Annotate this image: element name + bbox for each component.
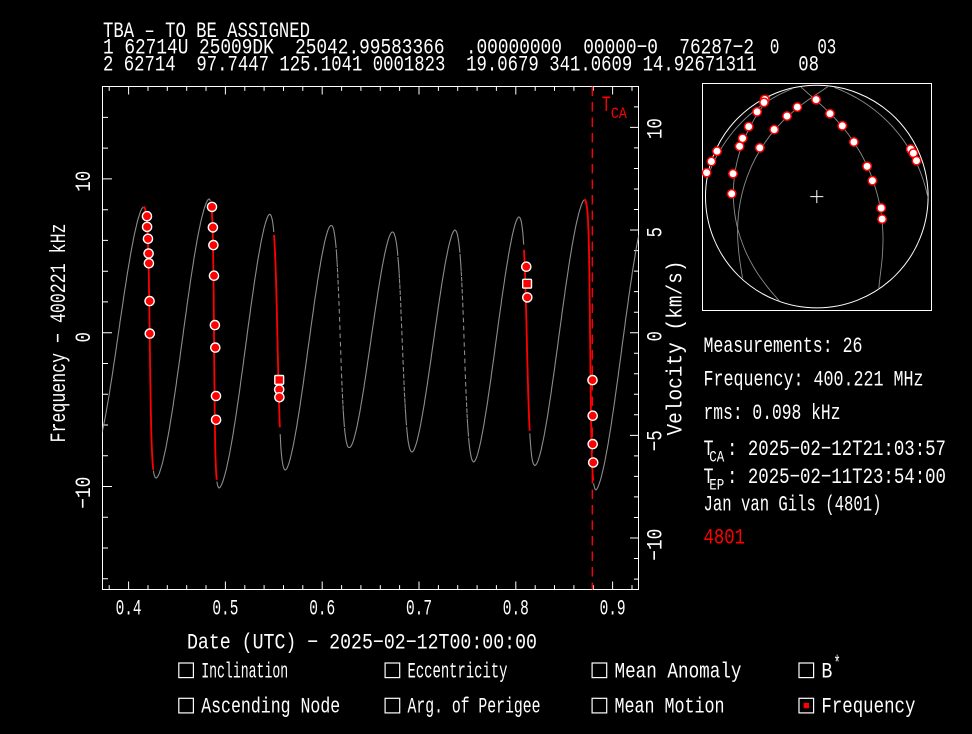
svg-text:0 03: 0 03: [770, 35, 836, 61]
svg-text:Inclination: Inclination: [201, 659, 288, 685]
svg-text:Arg. of Perigee: Arg. of Perigee: [408, 694, 541, 720]
svg-text:0: 0: [643, 331, 669, 342]
svg-text:T: T: [602, 92, 611, 118]
svg-text:: 2025−02−12T21:03:57: : 2025−02−12T21:03:57: [727, 436, 946, 462]
svg-text:CA: CA: [709, 449, 724, 467]
svg-text:: 2025−02−11T23:54:00: : 2025−02−11T23:54:00: [727, 464, 946, 490]
svg-text:5: 5: [643, 227, 669, 238]
svg-text:0.6: 0.6: [309, 596, 335, 622]
svg-text:Frequency: 400.221 MHz: Frequency: 400.221 MHz: [704, 367, 924, 393]
svg-text:rms: 0.098 kHz: rms: 0.098 kHz: [704, 400, 841, 426]
svg-text:0.9: 0.9: [600, 596, 626, 622]
svg-text:Mean Anomaly: Mean Anomaly: [615, 659, 742, 685]
svg-text:4801: 4801: [704, 525, 745, 551]
svg-text:1 62714U 25009DK 25042.995833: 1 62714U 25009DK 25042.99583366 .0000000…: [103, 35, 754, 61]
svg-text:0.7: 0.7: [406, 596, 432, 622]
svg-text:Frequency: Frequency: [821, 694, 915, 720]
svg-text:2 62714 97.7447 125.1041 0001: 2 62714 97.7447 125.1041 0001823 19.0679…: [103, 52, 819, 78]
svg-text:−5: −5: [643, 430, 669, 451]
svg-text:0.4: 0.4: [116, 596, 142, 622]
svg-text:0.8: 0.8: [503, 596, 529, 622]
svg-text:Frequency − 400221 kHz: Frequency − 400221 kHz: [46, 224, 72, 443]
svg-text:EP: EP: [709, 477, 724, 495]
svg-text:TBA – TO BE ASSIGNED: TBA – TO BE ASSIGNED: [103, 18, 310, 44]
svg-text:B: B: [821, 659, 832, 685]
svg-text:10: 10: [71, 171, 97, 192]
svg-text:Ascending Node: Ascending Node: [201, 694, 340, 720]
svg-text:Velocity (km/s): Velocity (km/s): [663, 261, 689, 436]
svg-text:Date (UTC) − 2025−02−12T00:00:: Date (UTC) − 2025−02−12T00:00:00: [187, 630, 537, 656]
svg-text:10: 10: [643, 118, 669, 139]
svg-text:0.5: 0.5: [212, 596, 238, 622]
svg-text:T: T: [704, 436, 714, 462]
svg-text:CA: CA: [611, 106, 627, 124]
svg-text:Eccentricity: Eccentricity: [408, 659, 508, 685]
svg-text:Measurements: 26: Measurements: 26: [704, 333, 863, 359]
svg-text:*: *: [834, 654, 841, 676]
svg-text:−10: −10: [71, 477, 97, 509]
svg-text:Mean Motion: Mean Motion: [615, 694, 725, 720]
svg-text:0: 0: [71, 332, 97, 343]
svg-text:−10: −10: [643, 529, 669, 561]
svg-text:T: T: [704, 464, 714, 490]
svg-text:Jan van Gils (4801): Jan van Gils (4801): [704, 492, 882, 518]
